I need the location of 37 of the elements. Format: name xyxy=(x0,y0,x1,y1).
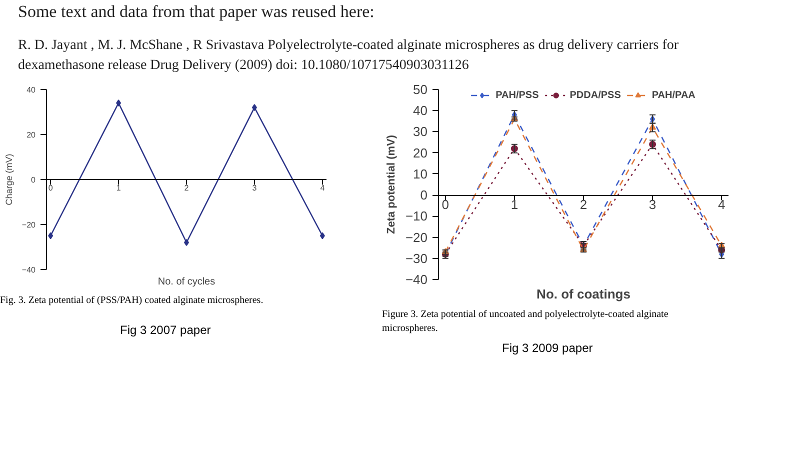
x-tick-label: 4 xyxy=(320,184,326,192)
y-tick-label: −20 xyxy=(405,230,428,245)
y-tick-label: 30 xyxy=(413,124,428,140)
legend-label: PDDA/PSS xyxy=(570,89,621,101)
caption: Fig 3 2007 paper xyxy=(120,322,211,339)
caption: Figure 3. Zeta potential of uncoated and polyelectrolyte-coated alginate microspheres. xyxy=(382,308,670,336)
y-axis-title: Charge (mV) xyxy=(4,154,14,206)
legend-label: PAH/PAA xyxy=(652,89,696,101)
y-tick-label: 10 xyxy=(413,166,428,182)
x-tick-label: 3 xyxy=(252,184,258,192)
x-axis-title: No. of coatings xyxy=(536,286,630,302)
y-tick-label: −40 xyxy=(405,272,428,287)
text: R. D. Jayant , M. J. McShane , R Srivastava Polyelectrolyte-coated alginate microspheres as drug delivery carriers for dexamethasone release Drug Delivery (2009) doi: 10.1080/10717540903031126 xyxy=(18,37,680,75)
x-tick-label: 1 xyxy=(510,197,518,212)
y-tick-label: 20 xyxy=(26,130,36,140)
x-tick-label: 2 xyxy=(580,197,588,212)
y-tick-label: −10 xyxy=(405,208,428,224)
y-tick-label: 40 xyxy=(413,103,428,118)
caption: Fig 3 2009 paper xyxy=(502,340,593,357)
x-tick-label: 4 xyxy=(718,197,726,212)
y-axis-title: Zeta potential (mV) xyxy=(385,134,398,234)
y-tick-label: −30 xyxy=(405,250,428,266)
y-tick-label: −40 xyxy=(22,266,36,274)
x-tick-label: 3 xyxy=(648,197,656,212)
y-tick-label: −20 xyxy=(22,220,36,230)
caption: Fig. 3. Zeta potential of (PSS/PAH) coated alginate microspheres. xyxy=(0,294,264,308)
y-tick-label: 0 xyxy=(31,176,36,184)
y-tick-label: 20 xyxy=(413,145,428,160)
y-tick-label: 50 xyxy=(413,82,428,97)
x-tick-label: 1 xyxy=(116,184,122,192)
legend-label: PAH/PSS xyxy=(496,89,539,101)
x-tick-label: 0 xyxy=(48,184,54,192)
x-tick-label: 0 xyxy=(442,197,450,212)
text: Some text and data from that paper was reused here: xyxy=(18,1,374,23)
x-tick-label: 2 xyxy=(184,184,190,192)
y-tick-label: 40 xyxy=(26,86,36,94)
x-axis-title: No. of cycles xyxy=(158,276,216,288)
